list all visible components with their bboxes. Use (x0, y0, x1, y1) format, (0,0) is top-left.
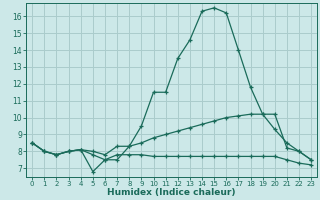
X-axis label: Humidex (Indice chaleur): Humidex (Indice chaleur) (108, 188, 236, 197)
